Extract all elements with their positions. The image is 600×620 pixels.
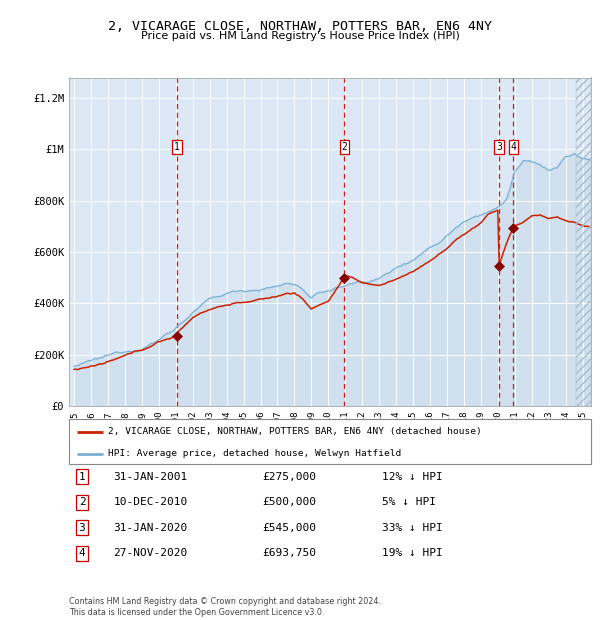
Text: 4: 4 xyxy=(79,548,85,558)
FancyBboxPatch shape xyxy=(69,419,591,464)
Text: 2: 2 xyxy=(341,142,347,152)
Text: 2, VICARAGE CLOSE, NORTHAW, POTTERS BAR, EN6 4NY: 2, VICARAGE CLOSE, NORTHAW, POTTERS BAR,… xyxy=(108,20,492,33)
Text: 4: 4 xyxy=(511,142,517,152)
Text: £275,000: £275,000 xyxy=(262,472,316,482)
Text: 5% ↓ HPI: 5% ↓ HPI xyxy=(382,497,436,507)
Text: Price paid vs. HM Land Registry's House Price Index (HPI): Price paid vs. HM Land Registry's House … xyxy=(140,31,460,41)
Text: 31-JAN-2001: 31-JAN-2001 xyxy=(113,472,188,482)
Text: 2, VICARAGE CLOSE, NORTHAW, POTTERS BAR, EN6 4NY (detached house): 2, VICARAGE CLOSE, NORTHAW, POTTERS BAR,… xyxy=(108,427,482,436)
Text: 31-JAN-2020: 31-JAN-2020 xyxy=(113,523,188,533)
Text: £693,750: £693,750 xyxy=(262,548,316,558)
Text: Contains HM Land Registry data © Crown copyright and database right 2024.
This d: Contains HM Land Registry data © Crown c… xyxy=(69,598,381,617)
Text: 19% ↓ HPI: 19% ↓ HPI xyxy=(382,548,443,558)
Text: 3: 3 xyxy=(79,523,85,533)
Text: 27-NOV-2020: 27-NOV-2020 xyxy=(113,548,188,558)
Text: 10-DEC-2010: 10-DEC-2010 xyxy=(113,497,188,507)
Text: £545,000: £545,000 xyxy=(262,523,316,533)
Text: £500,000: £500,000 xyxy=(262,497,316,507)
Text: 12% ↓ HPI: 12% ↓ HPI xyxy=(382,472,443,482)
Text: 3: 3 xyxy=(496,142,502,152)
Text: 2: 2 xyxy=(79,497,85,507)
Text: HPI: Average price, detached house, Welwyn Hatfield: HPI: Average price, detached house, Welw… xyxy=(108,450,401,458)
Text: 33% ↓ HPI: 33% ↓ HPI xyxy=(382,523,443,533)
Text: 1: 1 xyxy=(79,472,85,482)
Text: 1: 1 xyxy=(174,142,180,152)
